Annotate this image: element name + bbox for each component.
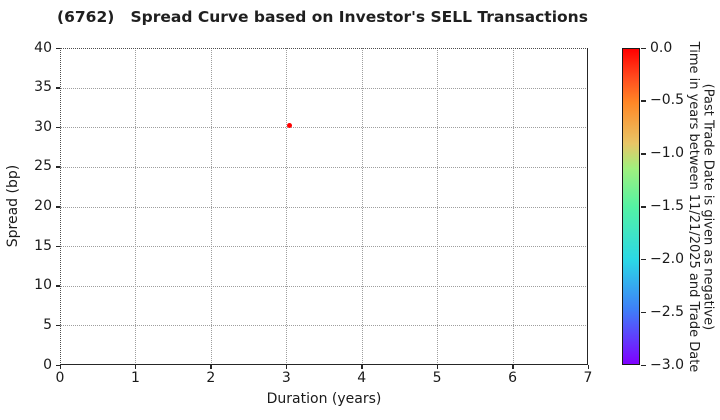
- colorbar-label-line2: (Past Trade Date is given as negative): [700, 83, 716, 331]
- x-tick-label: 0: [55, 370, 65, 386]
- y-gridline: [60, 166, 588, 168]
- y-gridline: [60, 206, 588, 208]
- y-tick-label: 25: [34, 158, 52, 175]
- x-tick-mark: [59, 365, 61, 369]
- y-tick-mark: [56, 364, 60, 366]
- y-tick-label: 35: [34, 79, 52, 96]
- colorbar: [622, 48, 640, 365]
- y-tick-mark: [56, 87, 60, 89]
- x-tick-mark: [361, 365, 363, 369]
- x-tick-label: 3: [281, 370, 291, 386]
- x-tick-mark: [436, 365, 439, 369]
- colorbar-tick-mark: [641, 311, 646, 314]
- x-tick-mark: [512, 365, 514, 369]
- y-tick-mark: [56, 206, 60, 208]
- x-tick-mark: [587, 365, 589, 369]
- colorbar-tick-label: −1.5: [650, 198, 684, 214]
- y-gridline: [60, 127, 588, 129]
- colorbar-tick-label: −2.0: [650, 250, 684, 267]
- y-tick-mark: [56, 285, 60, 287]
- x-tick-label: 5: [432, 370, 442, 386]
- x-tick-label: 2: [206, 370, 216, 386]
- y-tick-label: 40: [34, 39, 52, 56]
- y-tick-mark: [56, 126, 60, 129]
- plot-border-right: [587, 48, 588, 365]
- y-tick-label: 5: [43, 316, 52, 333]
- y-tick-mark: [56, 245, 60, 248]
- y-tick-label: 15: [34, 237, 52, 254]
- colorbar-tick-label: −2.5: [650, 303, 684, 320]
- y-tick-mark: [56, 324, 60, 327]
- plot-border-top: [60, 48, 588, 49]
- x-tick-label: 6: [508, 370, 518, 386]
- colorbar-label: Time in years between 11/21/2025 and Tra…: [686, 41, 716, 373]
- y-tick-label: 10: [34, 277, 52, 294]
- plot-border-left: [60, 48, 61, 365]
- plot-area: [60, 48, 588, 365]
- chart-title: (6762) Spread Curve based on Investor's …: [57, 8, 588, 26]
- colorbar-tick-label: 0.0: [650, 39, 673, 56]
- colorbar-tick-mark: [641, 364, 646, 366]
- colorbar-label-line1: Time in years between 11/21/2025 and Tra…: [686, 41, 701, 373]
- y-tick-label: 30: [34, 118, 52, 135]
- y-gridline: [60, 325, 588, 327]
- x-axis-label: Duration (years): [266, 391, 382, 407]
- y-tick-label: 20: [34, 198, 52, 214]
- colorbar-tick-mark: [641, 206, 646, 208]
- y-tick-mark: [56, 47, 60, 49]
- x-tick-label: 4: [357, 370, 367, 386]
- colorbar-tick-label: −1.0: [650, 145, 684, 162]
- x-tick-label: 7: [583, 370, 593, 386]
- x-tick-mark: [285, 365, 288, 369]
- colorbar-tick-mark: [641, 153, 646, 155]
- y-gridline: [60, 285, 588, 287]
- y-axis-label: Spread (bp): [5, 164, 21, 248]
- scatter-point: [286, 123, 292, 129]
- x-tick-mark: [210, 365, 212, 369]
- y-gridline: [60, 87, 588, 89]
- y-tick-label: 0: [43, 356, 52, 373]
- colorbar-tick-mark: [641, 258, 646, 261]
- x-axis-line: [60, 364, 588, 365]
- x-tick-label: 1: [130, 370, 140, 386]
- colorbar-tick-label: −0.5: [650, 92, 684, 109]
- colorbar-tick-label: −3.0: [650, 356, 684, 373]
- y-tick-mark: [56, 166, 60, 168]
- colorbar-tick-mark: [641, 47, 646, 49]
- colorbar-tick-mark: [641, 100, 646, 102]
- y-gridline: [60, 246, 588, 248]
- x-tick-mark: [134, 365, 137, 369]
